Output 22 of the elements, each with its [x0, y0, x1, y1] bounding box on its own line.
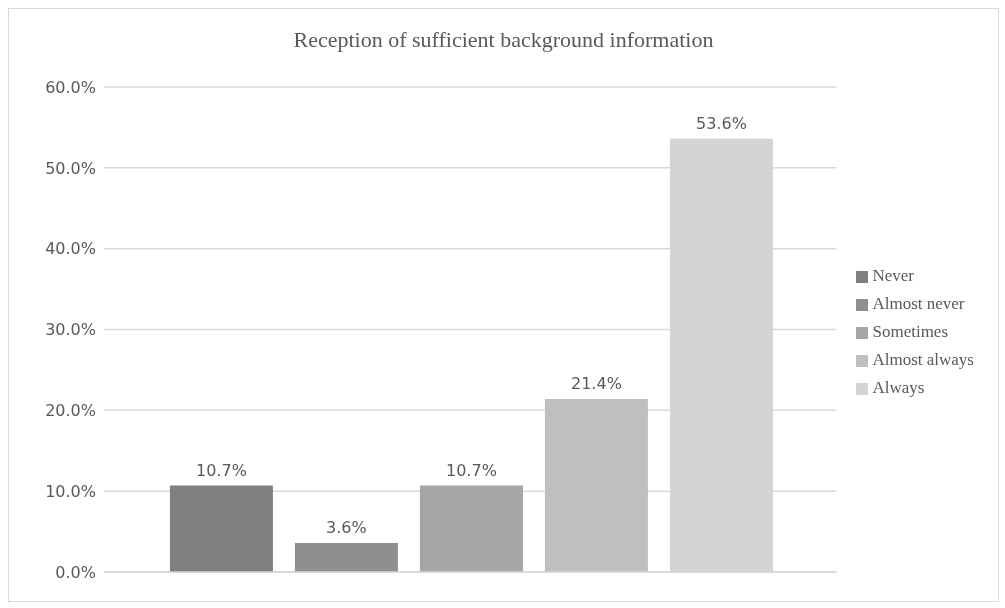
y-tick-label: 50.0% [45, 158, 96, 178]
chart-title: Reception of sufficient background information [292, 27, 715, 54]
bar [294, 542, 398, 572]
legend-label: Never [872, 266, 914, 285]
bar [419, 485, 523, 572]
data-label: 3.6% [326, 517, 367, 537]
y-tick-label: 20.0% [45, 401, 96, 421]
legend-label: Always [872, 378, 925, 397]
y-tick-label: 0.0% [55, 562, 96, 582]
data-label: 10.7% [446, 460, 497, 480]
legend-label: Almost never [872, 294, 965, 313]
bar [544, 399, 648, 572]
bar [169, 485, 273, 572]
data-label: 21.4% [571, 374, 622, 394]
data-label: 10.7% [196, 460, 247, 480]
legend-label: Almost always [872, 350, 974, 369]
data-label: 53.6% [696, 113, 747, 133]
legend-label: Sometimes [872, 322, 949, 341]
y-tick-label: 60.0% [45, 77, 96, 97]
y-tick-label: 30.0% [45, 320, 96, 340]
y-tick-label: 40.0% [45, 239, 96, 259]
y-tick-label: 10.0% [45, 481, 96, 501]
